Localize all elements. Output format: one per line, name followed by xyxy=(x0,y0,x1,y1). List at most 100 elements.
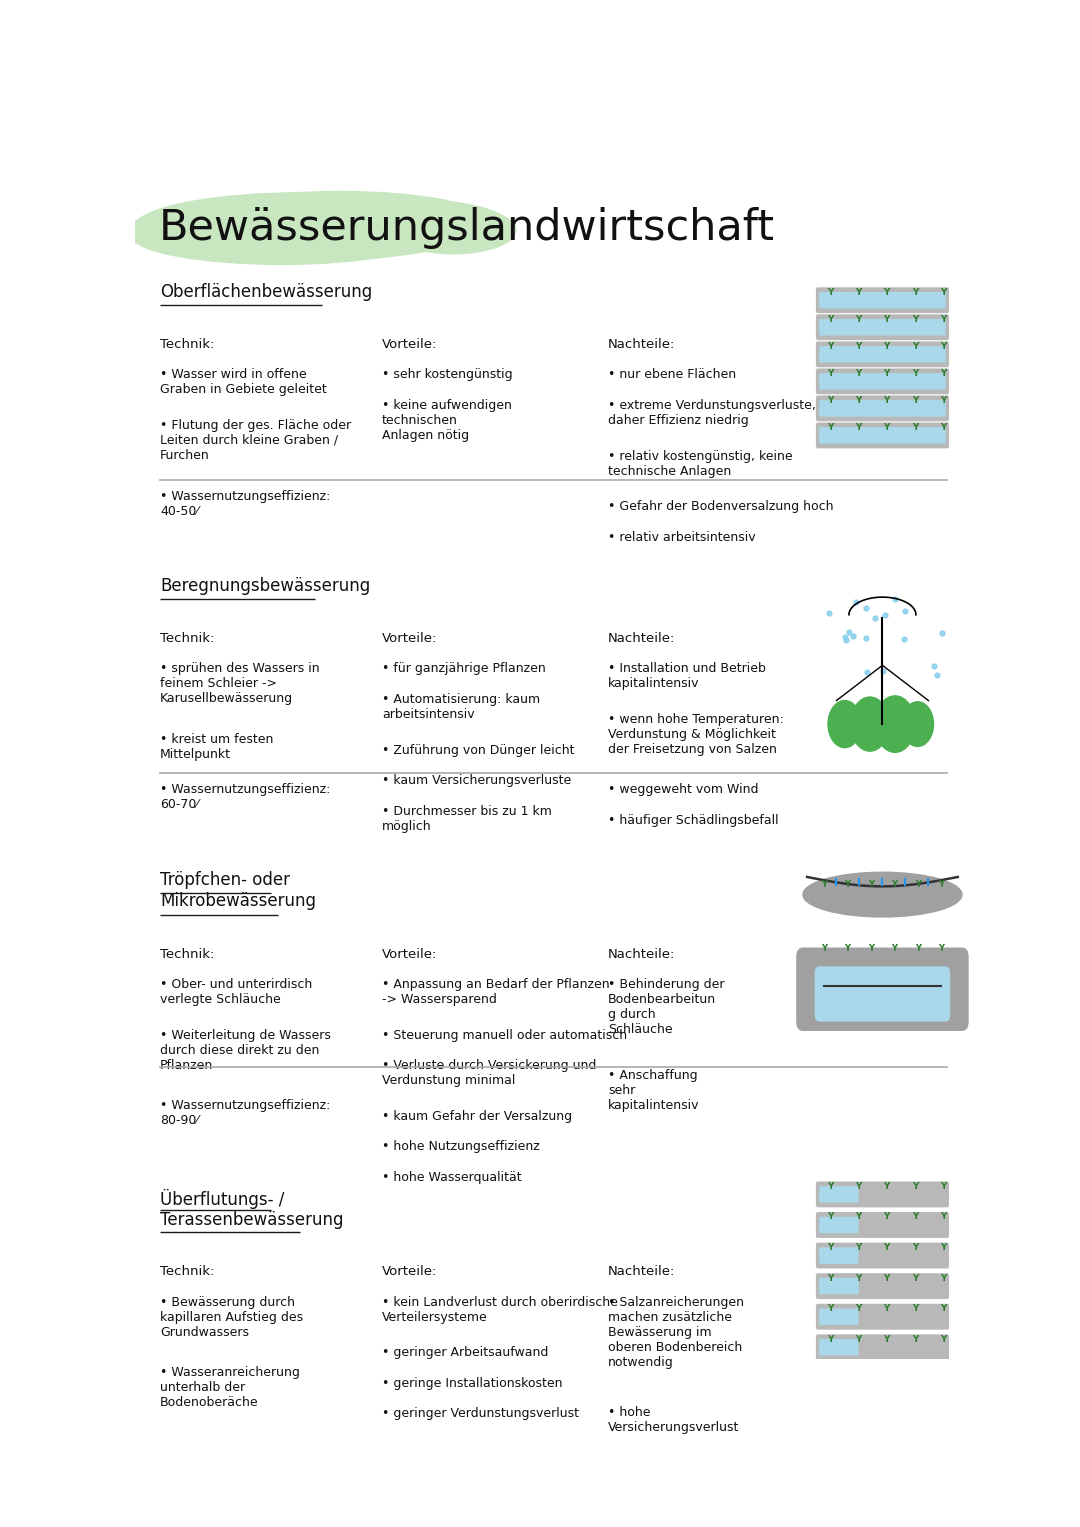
Text: Y: Y xyxy=(827,1274,834,1283)
Text: Y: Y xyxy=(821,880,827,889)
Text: • hohe Nutzungseffizienz: • hohe Nutzungseffizienz xyxy=(382,1141,540,1153)
Text: Y: Y xyxy=(940,1243,946,1252)
Circle shape xyxy=(828,701,862,748)
Text: Y: Y xyxy=(883,1182,890,1191)
Text: Y: Y xyxy=(940,1182,946,1191)
Text: • Weiterleitung de Wassers
durch diese direkt zu den
Pflanzen: • Weiterleitung de Wassers durch diese d… xyxy=(160,1029,330,1072)
Ellipse shape xyxy=(135,192,478,261)
Text: Y: Y xyxy=(827,1243,834,1252)
Text: Y: Y xyxy=(912,287,918,296)
Text: • sehr kostengünstig: • sehr kostengünstig xyxy=(382,368,513,382)
Circle shape xyxy=(875,696,915,753)
FancyBboxPatch shape xyxy=(796,947,969,1031)
FancyBboxPatch shape xyxy=(820,347,946,362)
Text: Y: Y xyxy=(939,880,944,889)
Text: • Wasser wird in offene
Graben in Gebiete geleitet: • Wasser wird in offene Graben in Gebiet… xyxy=(160,368,327,397)
Text: • hohe
Versicherungsverlust: • hohe Versicherungsverlust xyxy=(608,1406,740,1434)
Text: Technik:: Technik: xyxy=(160,947,215,960)
Text: • Behinderung der
Bodenbearbeitun
g durch
Schläuche: • Behinderung der Bodenbearbeitun g durc… xyxy=(608,979,725,1037)
Text: Y: Y xyxy=(827,287,834,296)
Text: Y: Y xyxy=(940,315,946,324)
Text: Y: Y xyxy=(855,1212,862,1222)
Text: • Verluste durch Versickerung und
Verdunstung minimal: • Verluste durch Versickerung und Verdun… xyxy=(382,1060,596,1087)
Text: Y: Y xyxy=(827,395,834,405)
Text: Y: Y xyxy=(915,944,920,953)
Text: Y: Y xyxy=(855,423,862,432)
Text: Y: Y xyxy=(827,1182,834,1191)
Text: Überflutungs- /
Terassenbewässerung: Überflutungs- / Terassenbewässerung xyxy=(160,1188,343,1229)
Circle shape xyxy=(902,702,933,747)
Text: Y: Y xyxy=(827,342,834,351)
FancyBboxPatch shape xyxy=(815,1274,949,1299)
Ellipse shape xyxy=(131,205,298,257)
Text: Y: Y xyxy=(940,1212,946,1222)
Text: Y: Y xyxy=(940,1274,946,1283)
Text: Bewässerungslandwirtschaft: Bewässerungslandwirtschaft xyxy=(159,208,774,249)
Text: Technik:: Technik: xyxy=(160,632,215,644)
Text: Y: Y xyxy=(827,1304,834,1313)
Circle shape xyxy=(851,696,889,751)
FancyBboxPatch shape xyxy=(815,1212,949,1238)
FancyBboxPatch shape xyxy=(815,395,949,421)
Text: • wenn hohe Temperaturen:
Verdunstung & Möglichkeit
der Freisetzung von Salzen: • wenn hohe Temperaturen: Verdunstung & … xyxy=(608,713,784,756)
Text: • Bewässerung durch
kapillaren Aufstieg des
Grundwassers: • Bewässerung durch kapillaren Aufstieg … xyxy=(160,1295,303,1339)
Text: • geringer Verdunstungsverlust: • geringer Verdunstungsverlust xyxy=(382,1408,579,1420)
Text: • Durchmesser bis zu 1 km
möglich: • Durchmesser bis zu 1 km möglich xyxy=(382,805,552,832)
Text: Y: Y xyxy=(939,944,944,953)
Text: Y: Y xyxy=(883,1335,890,1344)
Text: Y: Y xyxy=(912,1304,918,1313)
Text: Y: Y xyxy=(940,1304,946,1313)
FancyBboxPatch shape xyxy=(820,1248,859,1264)
Text: • relativ arbeitsintensiv: • relativ arbeitsintensiv xyxy=(608,531,756,544)
Ellipse shape xyxy=(390,206,516,253)
Text: Y: Y xyxy=(821,944,827,953)
Text: Y: Y xyxy=(827,423,834,432)
Text: Y: Y xyxy=(827,1212,834,1222)
Text: • Anschaffung
sehr
kapitalintensiv: • Anschaffung sehr kapitalintensiv xyxy=(608,1069,700,1112)
FancyBboxPatch shape xyxy=(820,1339,859,1356)
Text: Y: Y xyxy=(915,880,920,889)
Text: • Steuerung manuell oder automatisch: • Steuerung manuell oder automatisch xyxy=(382,1029,627,1041)
FancyBboxPatch shape xyxy=(815,423,949,449)
Text: Y: Y xyxy=(912,315,918,324)
Text: Nachteile:: Nachteile: xyxy=(608,947,675,960)
Text: Y: Y xyxy=(855,1304,862,1313)
Text: Y: Y xyxy=(855,1243,862,1252)
Text: Vorteile:: Vorteile: xyxy=(382,632,437,644)
Text: • häufiger Schädlingsbefall: • häufiger Schädlingsbefall xyxy=(608,814,779,828)
Text: Y: Y xyxy=(845,944,850,953)
Text: Vorteile:: Vorteile: xyxy=(382,337,437,351)
Text: • kein Landverlust durch oberirdische
Verteilersysteme: • kein Landverlust durch oberirdische Ve… xyxy=(382,1295,618,1324)
Text: • Anpassung an Bedarf der Pflanzen
-> Wassersparend: • Anpassung an Bedarf der Pflanzen -> Wa… xyxy=(382,979,609,1006)
Text: Y: Y xyxy=(912,1212,918,1222)
FancyBboxPatch shape xyxy=(820,1309,859,1325)
Text: • Gefahr der Bodenversalzung hoch: • Gefahr der Bodenversalzung hoch xyxy=(608,501,834,513)
Text: Y: Y xyxy=(883,423,890,432)
Text: • für ganzjährige Pflanzen: • für ganzjährige Pflanzen xyxy=(382,663,545,675)
Text: Y: Y xyxy=(912,423,918,432)
Text: • extreme Verdunstungsverluste,
daher Effizienz niedrig: • extreme Verdunstungsverluste, daher Ef… xyxy=(608,399,815,428)
Text: • Installation und Betrieb
kapitalintensiv: • Installation und Betrieb kapitalintens… xyxy=(608,663,766,690)
Text: Y: Y xyxy=(891,880,897,889)
Text: Y: Y xyxy=(883,1274,890,1283)
Text: Y: Y xyxy=(912,1274,918,1283)
Text: • Ober- und unterirdisch
verlegte Schläuche: • Ober- und unterirdisch verlegte Schläu… xyxy=(160,979,312,1006)
Text: Y: Y xyxy=(867,880,874,889)
Text: Y: Y xyxy=(883,1243,890,1252)
Text: Y: Y xyxy=(883,395,890,405)
Text: Y: Y xyxy=(883,287,890,296)
Text: Y: Y xyxy=(891,944,897,953)
Text: Y: Y xyxy=(940,423,946,432)
Text: Oberflächenbewässerung: Oberflächenbewässerung xyxy=(160,282,373,301)
FancyBboxPatch shape xyxy=(815,1182,949,1208)
FancyBboxPatch shape xyxy=(814,967,950,1022)
Text: Y: Y xyxy=(827,370,834,377)
Text: • kreist um festen
Mittelpunkt: • kreist um festen Mittelpunkt xyxy=(160,733,273,760)
FancyBboxPatch shape xyxy=(820,1217,859,1234)
Text: Y: Y xyxy=(845,880,850,889)
Text: • weggeweht vom Wind: • weggeweht vom Wind xyxy=(608,783,758,797)
Text: • Salzanreicherungen
machen zusätzliche
Bewässerung im
oberen Bodenbereich
notwe: • Salzanreicherungen machen zusätzliche … xyxy=(608,1295,744,1368)
FancyBboxPatch shape xyxy=(820,400,946,417)
Text: Y: Y xyxy=(940,1335,946,1344)
Text: Y: Y xyxy=(883,315,890,324)
